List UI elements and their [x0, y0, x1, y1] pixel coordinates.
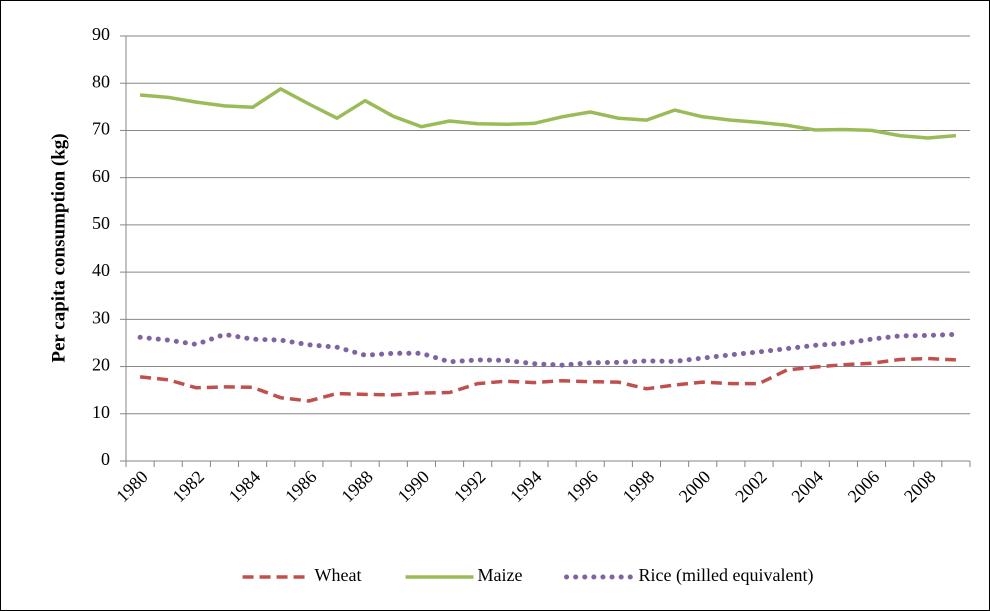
- y-axis-title: Per capita consumption (kg): [48, 133, 69, 362]
- y-tick-label: 80: [92, 71, 110, 91]
- series-line: [137, 331, 959, 368]
- y-tick-label: 30: [92, 307, 110, 327]
- y-tick-label: 10: [92, 402, 110, 422]
- legend-label: Wheat: [315, 565, 362, 585]
- y-tick-label: 20: [92, 355, 110, 375]
- series-line: [139, 356, 956, 403]
- y-tick-label: 70: [92, 119, 110, 139]
- y-tick-label: 90: [92, 24, 110, 44]
- y-tick-label: 60: [92, 166, 110, 186]
- y-tick-label: 40: [92, 260, 110, 280]
- y-tick-label: 0: [101, 449, 110, 469]
- legend-label: Maize: [478, 565, 523, 585]
- legend-label: Rice (milled equivalent): [639, 565, 814, 586]
- series-line: [139, 87, 957, 140]
- y-tick-label: 50: [92, 213, 110, 233]
